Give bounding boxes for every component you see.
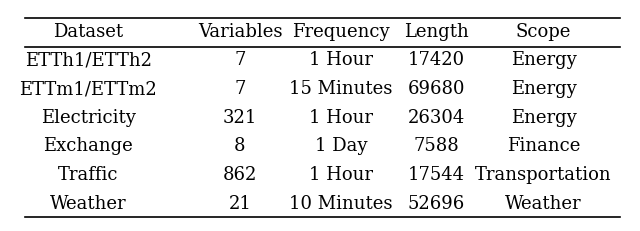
Text: 8: 8	[234, 137, 246, 155]
Text: Traffic: Traffic	[58, 166, 118, 184]
Text: Scope: Scope	[516, 23, 572, 41]
Text: 26304: 26304	[408, 109, 465, 127]
Text: Energy: Energy	[511, 109, 577, 127]
Text: 17544: 17544	[408, 166, 465, 184]
Text: Energy: Energy	[511, 52, 577, 69]
Text: 10 Minutes: 10 Minutes	[289, 195, 393, 213]
Text: Exchange: Exchange	[43, 137, 133, 155]
Text: Transportation: Transportation	[476, 166, 612, 184]
Text: Frequency: Frequency	[292, 23, 390, 41]
Text: Variables: Variables	[198, 23, 282, 41]
Text: 1 Day: 1 Day	[315, 137, 367, 155]
Text: Weather: Weather	[506, 195, 582, 213]
Text: 1 Hour: 1 Hour	[309, 166, 373, 184]
Text: 1 Hour: 1 Hour	[309, 52, 373, 69]
Text: Dataset: Dataset	[53, 23, 123, 41]
Text: 7588: 7588	[413, 137, 459, 155]
Text: 21: 21	[228, 195, 252, 213]
Text: 17420: 17420	[408, 52, 465, 69]
Text: ETTm1/ETTm2: ETTm1/ETTm2	[19, 80, 157, 98]
Text: Electricity: Electricity	[40, 109, 136, 127]
Text: Length: Length	[404, 23, 468, 41]
Text: 1 Hour: 1 Hour	[309, 109, 373, 127]
Text: 15 Minutes: 15 Minutes	[289, 80, 393, 98]
Text: 69680: 69680	[407, 80, 465, 98]
Text: ETTh1/ETTh2: ETTh1/ETTh2	[24, 52, 152, 69]
Text: Weather: Weather	[50, 195, 126, 213]
Text: Energy: Energy	[511, 80, 577, 98]
Text: 7: 7	[234, 80, 246, 98]
Text: 862: 862	[223, 166, 257, 184]
Text: 321: 321	[223, 109, 257, 127]
Text: Finance: Finance	[507, 137, 580, 155]
Text: 52696: 52696	[408, 195, 465, 213]
Text: 7: 7	[234, 52, 246, 69]
